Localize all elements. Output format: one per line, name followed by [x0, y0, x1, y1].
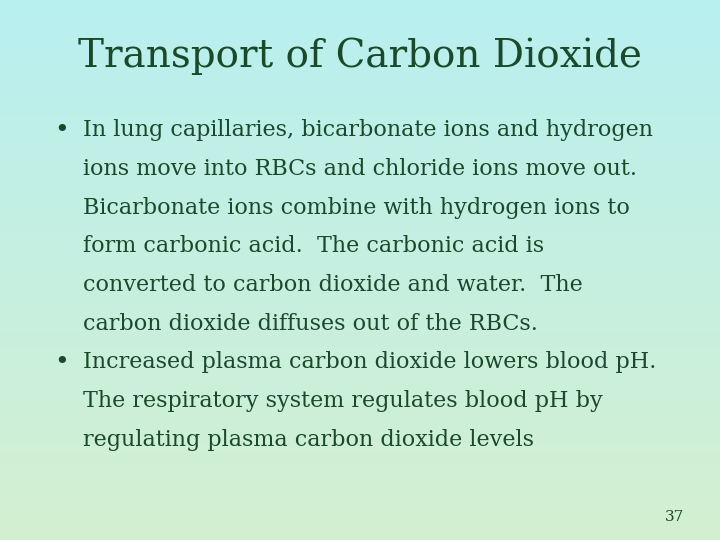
- Text: In lung capillaries, bicarbonate ions and hydrogen: In lung capillaries, bicarbonate ions an…: [83, 119, 653, 141]
- Text: form carbonic acid.  The carbonic acid is: form carbonic acid. The carbonic acid is: [83, 235, 544, 258]
- Text: Transport of Carbon Dioxide: Transport of Carbon Dioxide: [78, 38, 642, 75]
- Text: Increased plasma carbon dioxide lowers blood pH.: Increased plasma carbon dioxide lowers b…: [83, 351, 656, 373]
- Text: •: •: [54, 119, 68, 142]
- Text: carbon dioxide diffuses out of the RBCs.: carbon dioxide diffuses out of the RBCs.: [83, 313, 538, 335]
- Text: 37: 37: [665, 510, 684, 524]
- Text: ions move into RBCs and chloride ions move out.: ions move into RBCs and chloride ions mo…: [83, 158, 636, 180]
- Text: •: •: [54, 351, 68, 374]
- Text: The respiratory system regulates blood pH by: The respiratory system regulates blood p…: [83, 390, 603, 412]
- Text: Bicarbonate ions combine with hydrogen ions to: Bicarbonate ions combine with hydrogen i…: [83, 197, 630, 219]
- Text: regulating plasma carbon dioxide levels: regulating plasma carbon dioxide levels: [83, 429, 534, 451]
- Text: converted to carbon dioxide and water.  The: converted to carbon dioxide and water. T…: [83, 274, 582, 296]
